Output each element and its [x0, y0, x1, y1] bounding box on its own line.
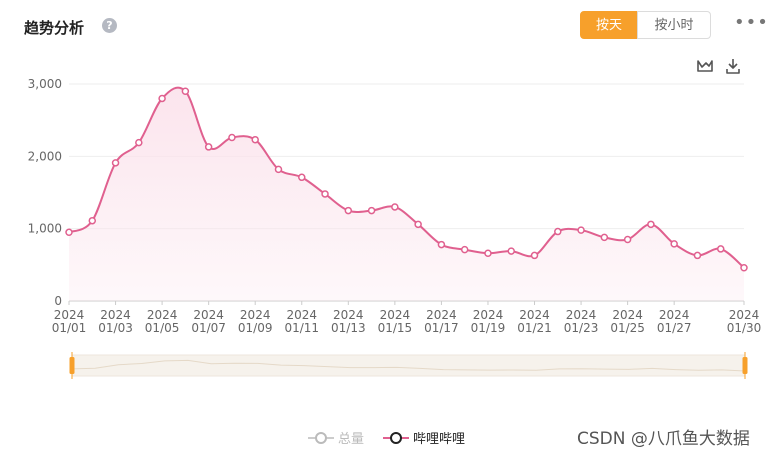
data-point [693, 251, 702, 260]
legend-bilibili-marker [383, 431, 409, 444]
data-point [65, 228, 73, 237]
data-point [647, 220, 655, 229]
x-tick-label: 2024 [659, 308, 690, 322]
x-tick-label: 2024 [426, 308, 457, 322]
data-point [181, 87, 190, 95]
x-tick-label: 2024 [566, 308, 597, 322]
data-point [228, 133, 236, 142]
x-tick-label: 2024 [286, 308, 317, 322]
data-point [367, 206, 376, 215]
x-tick-label: 01/21 [517, 321, 552, 335]
legend-bilibili[interactable]: 哔哩哔哩 [383, 428, 465, 447]
y-tick-label: 0 [54, 294, 62, 308]
zoom-slider-track [71, 354, 746, 377]
data-point [554, 227, 562, 236]
x-tick-label: 01/13 [331, 321, 366, 335]
data-point [158, 94, 166, 103]
data-point [437, 240, 446, 249]
y-tick-label: 3,000 [28, 77, 62, 91]
x-tick-label: 01/27 [657, 321, 692, 335]
x-tick-label: 2024 [333, 308, 364, 322]
x-tick-label: 01/17 [424, 321, 459, 335]
data-point [204, 143, 213, 151]
page-title: 趋势分析 [24, 19, 85, 37]
data-point [251, 135, 259, 144]
data-point [600, 233, 609, 242]
zoom-slider-preview [71, 359, 746, 372]
y-tick-label: 1,000 [28, 222, 62, 236]
legend-total-marker [308, 431, 334, 444]
x-tick-label: 01/09 [238, 321, 273, 335]
data-point [414, 220, 422, 229]
data-point [298, 173, 306, 182]
data-point [530, 251, 539, 260]
x-tick-label: 01/23 [564, 321, 599, 335]
y-tick-label: 2,000 [28, 149, 62, 163]
data-point [716, 245, 725, 253]
x-tick-label: 2024 [193, 308, 224, 322]
legend-bilibili-label: 哔哩哔哩 [413, 432, 466, 447]
x-tick-label: 01/19 [471, 321, 506, 335]
x-tick-label: 2024 [519, 308, 550, 322]
watermark: CSDN @八爪鱼大数据 [577, 429, 750, 449]
download-icon[interactable] [724, 57, 742, 75]
help-icon[interactable]: ? [102, 18, 117, 33]
legend-total-label: 总量 [338, 432, 365, 447]
data-point [670, 240, 678, 248]
x-tick-label: 01/01 [52, 321, 87, 335]
series-area [69, 87, 744, 301]
x-tick-label: 2024 [54, 308, 85, 322]
data-point [577, 226, 585, 234]
line-chart-icon[interactable] [696, 57, 714, 75]
data-point [460, 245, 469, 254]
x-tick-label: 01/03 [98, 321, 133, 335]
data-point [274, 165, 283, 174]
legend-total[interactable]: 总量 [308, 428, 364, 447]
x-tick-label: 2024 [100, 308, 131, 322]
x-tick-label: 01/30 [727, 321, 762, 335]
x-tick-label: 2024 [147, 308, 178, 322]
x-tick-label: 2024 [729, 308, 760, 322]
by-hour-toggle[interactable]: 按小时 [637, 11, 711, 39]
data-point [88, 216, 97, 225]
data-point [135, 138, 143, 147]
x-tick-label: 2024 [612, 308, 643, 322]
x-tick-label: 01/07 [191, 321, 226, 335]
by-day-toggle[interactable]: 按天 [580, 11, 638, 39]
data-point [391, 203, 399, 211]
data-point [111, 159, 120, 167]
trend-chart: 01,0002,0003,000202401/01202401/03202401… [28, 77, 762, 379]
data-point [321, 190, 329, 198]
x-tick-label: 01/05 [145, 321, 180, 335]
data-point [507, 247, 515, 255]
x-tick-label: 01/15 [378, 321, 413, 335]
data-point [484, 249, 492, 258]
x-tick-label: 2024 [473, 308, 504, 322]
x-tick-label: 01/11 [284, 321, 319, 335]
x-tick-label: 2024 [380, 308, 411, 322]
x-tick-label: 01/25 [610, 321, 645, 335]
data-point [344, 206, 353, 215]
more-options-icon[interactable]: ••• [734, 12, 769, 33]
x-tick-label: 2024 [240, 308, 271, 322]
data-point [740, 263, 748, 272]
data-point [623, 235, 632, 244]
